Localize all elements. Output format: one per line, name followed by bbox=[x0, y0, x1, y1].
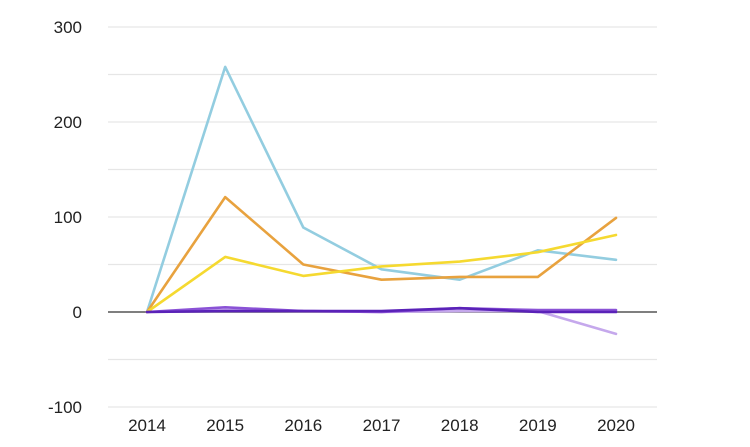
gridlines bbox=[108, 26, 657, 408]
x-tick-label: 2016 bbox=[284, 416, 322, 435]
x-tick-label: 2020 bbox=[597, 416, 635, 435]
x-axis-ticks: 2014 2015 2016 2017 2018 2019 2020 bbox=[128, 416, 635, 435]
y-tick-label: 0 bbox=[73, 303, 82, 322]
x-tick-label: 2014 bbox=[128, 416, 166, 435]
x-tick-label: 2018 bbox=[441, 416, 479, 435]
y-tick-label: 200 bbox=[54, 113, 82, 132]
y-tick-label: 100 bbox=[54, 208, 82, 227]
x-tick-label: 2015 bbox=[206, 416, 244, 435]
x-tick-label: 2017 bbox=[363, 416, 401, 435]
series-orange-line bbox=[145, 195, 618, 314]
series-lavender-line bbox=[145, 308, 618, 336]
y-tick-label: 300 bbox=[54, 18, 82, 37]
series-indigo-line bbox=[145, 306, 618, 314]
x-tick-label: 2019 bbox=[519, 416, 557, 435]
series-light-blue-line bbox=[145, 65, 618, 314]
y-tick-label: -100 bbox=[48, 398, 82, 417]
series-lines bbox=[145, 65, 618, 336]
series-yellow-line bbox=[145, 233, 618, 314]
y-axis-ticks: -100 0 100 200 300 bbox=[48, 18, 82, 417]
